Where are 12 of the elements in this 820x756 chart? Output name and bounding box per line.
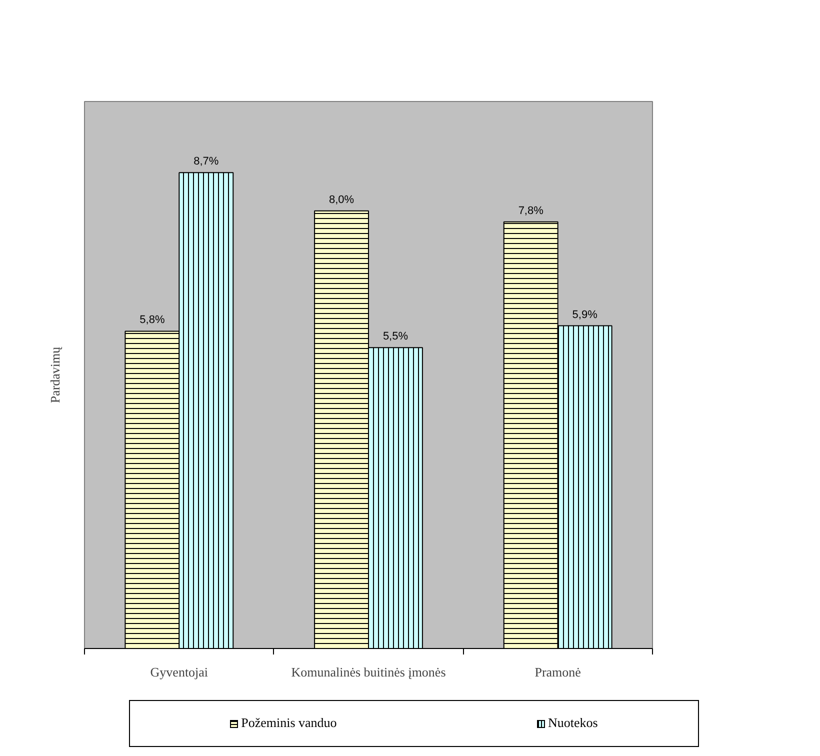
- data-label: 7,8%: [518, 204, 544, 217]
- x-tick-label: Komunalinės buitinės įmonės: [291, 664, 446, 680]
- data-label: 5,9%: [572, 308, 598, 321]
- data-label: 5,8%: [140, 314, 165, 326]
- y-axis-title: Pardavimų: [48, 346, 62, 404]
- x-tick-label: Pramonė: [534, 664, 582, 680]
- legend-label: Nuotekos: [548, 714, 598, 732]
- data-label: 5,5%: [382, 330, 408, 343]
- x-tick-label: Gyventojai: [150, 664, 208, 680]
- legend-label: Požeminis vanduo: [241, 714, 337, 732]
- data-label: 8,0%: [328, 194, 354, 206]
- data-label: 8,7%: [194, 156, 219, 168]
